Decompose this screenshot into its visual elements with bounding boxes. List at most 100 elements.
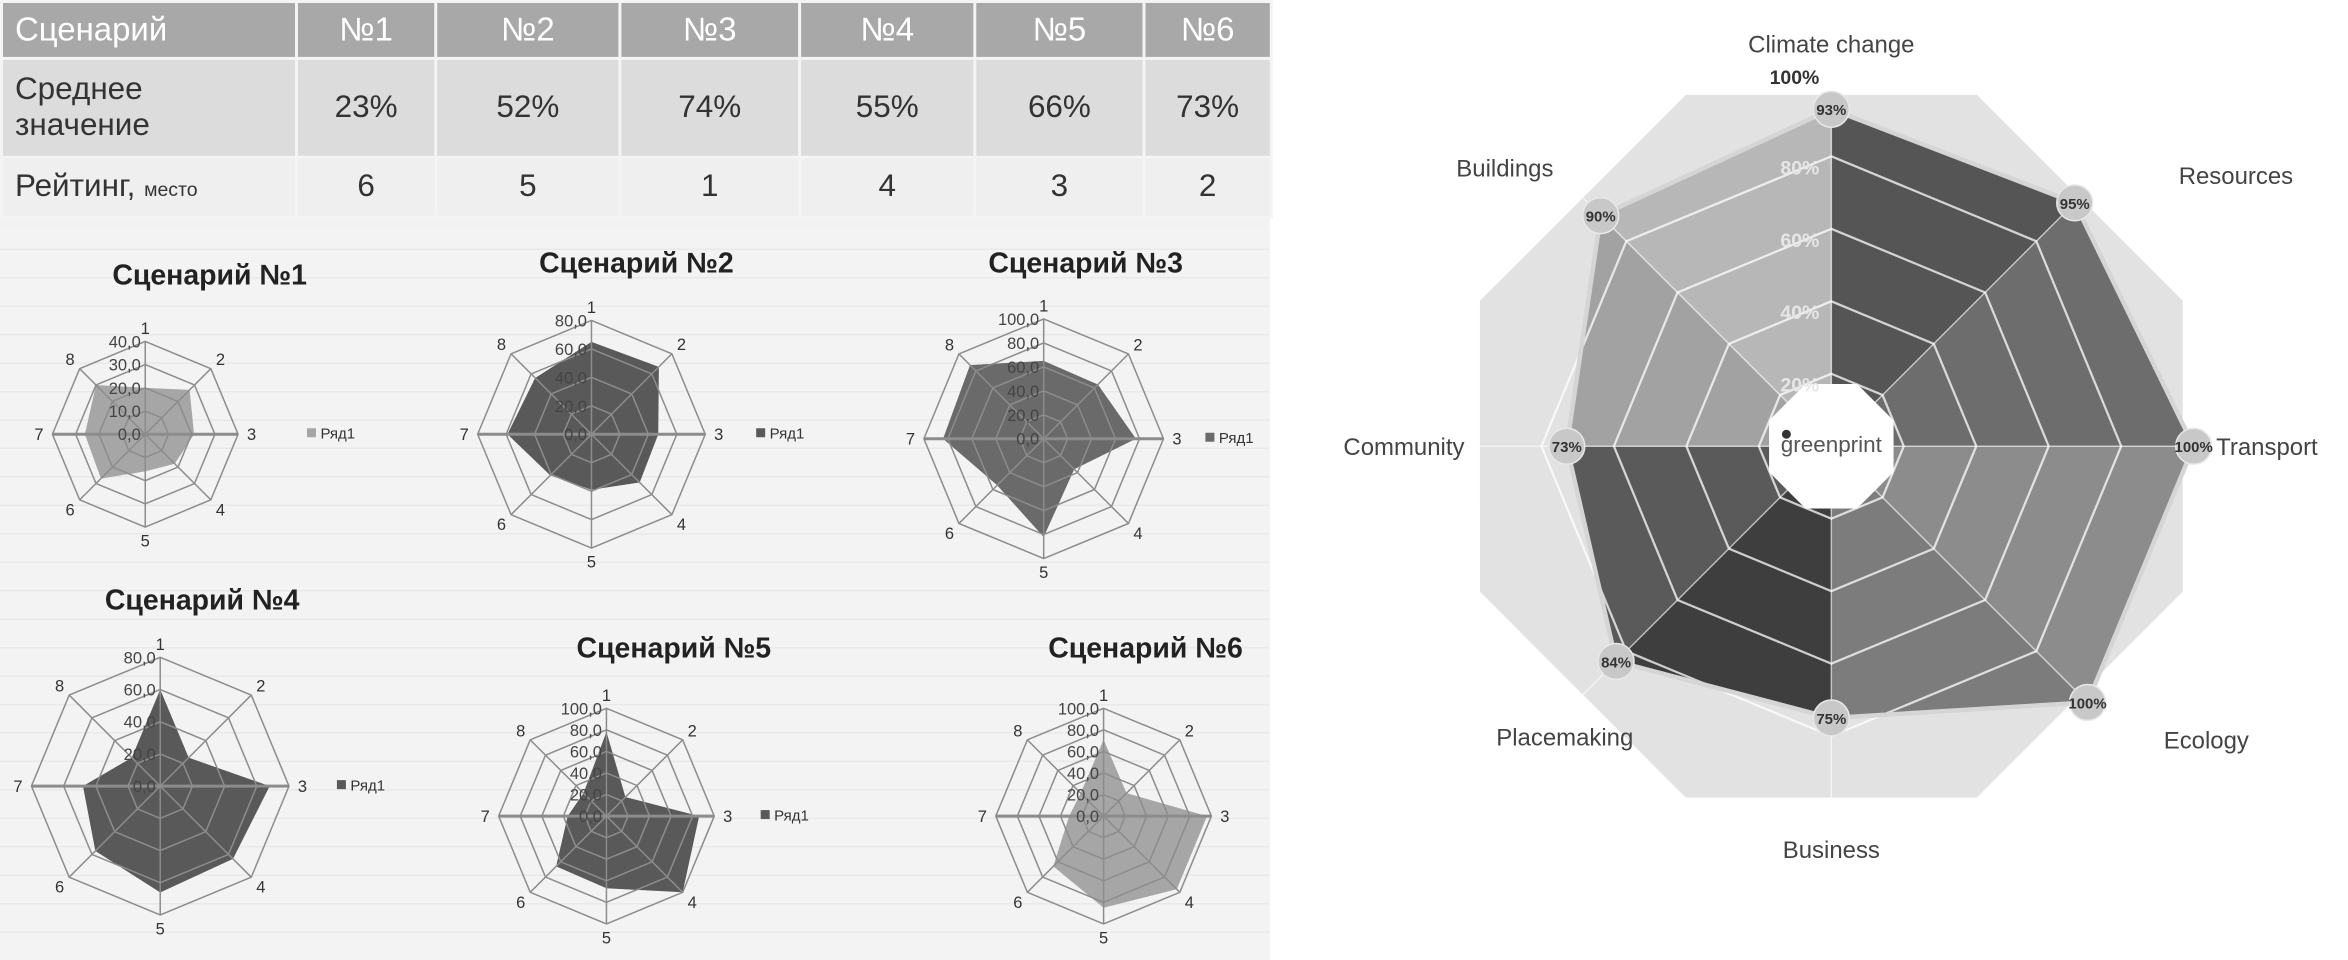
axis-label: 6 <box>945 525 954 543</box>
table-row-average: Среднее значение 23% 52% 74% 55% 66% 73% <box>0 56 1273 159</box>
axis-label: 3 <box>298 778 307 796</box>
category-label: Business <box>1783 837 1880 864</box>
table-cell: 73% <box>1142 56 1273 159</box>
spoke <box>1026 815 1105 893</box>
axis-label: 2 <box>216 351 225 369</box>
axis-label: 5 <box>141 533 150 551</box>
row-label-main: Рейтинг, <box>14 169 136 204</box>
table-cell: 23% <box>294 56 438 159</box>
tick-label: 100,0 <box>1058 700 1099 718</box>
legend-swatch <box>306 428 316 438</box>
spoke <box>68 694 161 787</box>
tick-label: 0,0 <box>118 426 141 444</box>
axis-label: 2 <box>688 722 697 740</box>
axis-label: 5 <box>587 554 596 572</box>
tick-label: 100,0 <box>998 311 1039 329</box>
value-label: 100% <box>2175 439 2213 456</box>
header-cell: №1 <box>294 0 438 60</box>
axis-label: 7 <box>13 778 22 796</box>
tick-label: 60,0 <box>570 743 602 761</box>
spoke <box>1103 815 1181 893</box>
tick-label: 40,0 <box>1007 383 1039 401</box>
axis-label: 4 <box>677 516 686 534</box>
spoke <box>529 739 607 817</box>
axis-label: 7 <box>481 808 490 826</box>
axis-label: 8 <box>945 336 954 354</box>
tick-label: 80,0 <box>1007 335 1039 353</box>
row-label: Среднее значение <box>0 56 298 159</box>
axis-label: 1 <box>602 687 611 705</box>
legend-label: Ряд1 <box>1219 430 1254 447</box>
axis-label: 8 <box>516 722 525 740</box>
tick-label: 80,0 <box>124 649 156 667</box>
category-label: Climate change <box>1748 31 1914 58</box>
header-cell: №6 <box>1142 0 1273 60</box>
table-cell: 52% <box>434 56 622 159</box>
tick-label: 20,0 <box>124 746 156 764</box>
axis-label: 4 <box>1185 894 1194 912</box>
spoke <box>1830 445 2115 730</box>
table-cell: 5 <box>434 155 622 219</box>
tick-label: 80% <box>1780 157 1819 179</box>
table-cell: 3 <box>973 155 1146 219</box>
tick-label: 100,0 <box>561 700 602 718</box>
tick-label: 40,0 <box>555 369 587 387</box>
chart-title: Сценарий №5 <box>577 632 772 664</box>
value-label: 75% <box>1816 711 1846 728</box>
category-label: Buildings <box>1456 156 1553 183</box>
spoke <box>510 353 593 435</box>
spoke <box>159 785 252 878</box>
logo-mark-icon <box>1781 429 1791 439</box>
table-cell: 55% <box>798 56 977 159</box>
tick-label: 60,0 <box>1067 743 1099 761</box>
table-cell: 6 <box>294 155 438 219</box>
axis-label: 8 <box>497 336 506 354</box>
axis-label: 7 <box>460 426 469 444</box>
tick-label: 10,0 <box>109 403 141 421</box>
tick-label: 80,0 <box>570 722 602 740</box>
value-label: 93% <box>1816 102 1846 119</box>
row-label-unit: место <box>144 178 198 201</box>
spoke <box>1043 438 1129 524</box>
chart-title: Сценарий №1 <box>112 260 307 292</box>
axis-label: 6 <box>1013 894 1022 912</box>
value-label: 100% <box>2068 695 2106 712</box>
radar-chart-4: Сценарий №4123456780,020,040,060,080,0Ря… <box>13 584 385 938</box>
spoke <box>590 353 673 435</box>
spoke <box>605 739 684 817</box>
value-badge <box>1812 90 1851 128</box>
axis-label: 6 <box>516 894 525 912</box>
data-area <box>556 731 700 893</box>
collage-sector <box>1566 446 1832 719</box>
spoke <box>68 785 161 878</box>
radar-chart-2: Сценарий №2123456780,020,040,060,080,0Ря… <box>460 248 805 572</box>
value-badge <box>1812 699 1851 737</box>
tick-label: 0,0 <box>579 808 602 826</box>
axis-label: 5 <box>1099 929 1108 947</box>
axis-label: 7 <box>906 431 915 449</box>
tick-label: 60,0 <box>124 682 156 700</box>
legend-label: Ряд1 <box>320 426 355 443</box>
tick-label: 20,0 <box>555 398 587 416</box>
category-label: Placemaking <box>1496 725 1633 752</box>
tick-label: 20,0 <box>1067 787 1099 805</box>
spoke <box>1103 739 1181 817</box>
value-badge <box>1581 196 1620 235</box>
legend-swatch <box>336 780 346 790</box>
spoke <box>510 433 593 516</box>
legend-swatch <box>756 428 766 438</box>
row-label: Рейтинг, место <box>0 155 298 219</box>
tick-label: 0,0 <box>1076 808 1099 826</box>
axis-label: 8 <box>55 678 64 696</box>
legend-label: Ряд1 <box>774 808 809 825</box>
center-octagon <box>1769 383 1894 509</box>
table-row-rating: Рейтинг, место 6 5 1 4 3 2 <box>0 155 1273 219</box>
data-area <box>507 341 659 490</box>
category-label: Resources <box>2179 163 2293 190</box>
axis-label: 3 <box>1172 431 1181 449</box>
axis-label: 5 <box>1039 564 1048 582</box>
table-cell: 74% <box>618 56 802 159</box>
tick-label: 60,0 <box>1007 359 1039 377</box>
axis-label: 1 <box>1039 297 1048 315</box>
